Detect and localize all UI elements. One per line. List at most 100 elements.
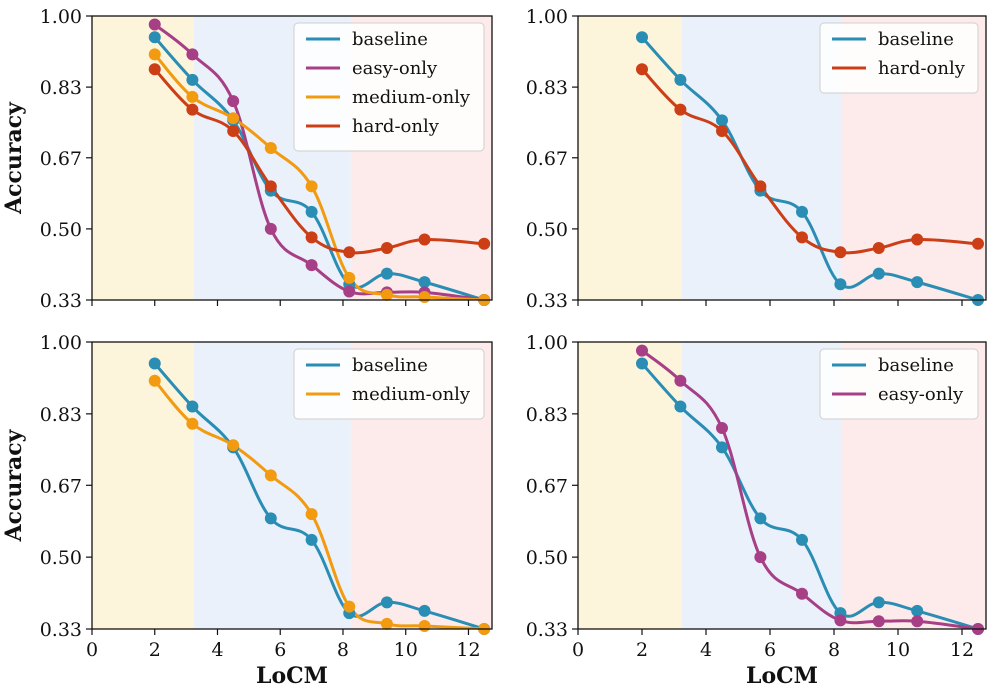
data-point-baseline xyxy=(380,596,393,609)
data-point-baseline xyxy=(872,267,885,280)
y-tick-label: 0.67 xyxy=(526,148,568,170)
data-point-hard-only xyxy=(716,124,728,137)
data-point-medium-only xyxy=(343,271,356,284)
x-tick-label: 0 xyxy=(572,639,584,661)
data-point-hard-only xyxy=(674,103,687,116)
data-point-hard-only xyxy=(872,242,885,255)
data-point-baseline xyxy=(674,400,687,413)
legend-label-hard-only: hard-only xyxy=(352,116,440,137)
data-point-medium-only xyxy=(186,90,199,103)
legend-box xyxy=(293,348,485,420)
data-point-easy-only xyxy=(636,344,648,357)
data-point-baseline xyxy=(911,276,924,289)
panel-bottom-left: 0.33 0.50 0.67 0.83 1.00 0 2 4 6 8 10 12 Accuracy LoC… xyxy=(1,332,493,689)
data-point-easy-only xyxy=(148,18,161,31)
data-point-easy-only xyxy=(872,615,885,628)
legend: baseline hard-only xyxy=(819,22,979,94)
legend-label-easy-only: easy-only xyxy=(878,384,964,405)
y-tick-label: 0.67 xyxy=(40,148,82,170)
data-point-hard-only xyxy=(227,124,240,137)
data-point-baseline xyxy=(796,205,808,218)
panel-top-left: 0.33 0.50 0.67 0.83 1.00 Accuracy baseline easy… xyxy=(1,6,493,312)
y-tick-label: 0.83 xyxy=(40,404,82,426)
x-tick-label: 6 xyxy=(764,639,776,661)
series-line-easy-only xyxy=(640,349,980,629)
y-tick-label: 0.50 xyxy=(526,547,568,569)
legend-label-baseline: baseline xyxy=(878,355,954,376)
data-point-baseline xyxy=(264,512,277,525)
y-tick-label: 0.67 xyxy=(40,475,82,497)
data-point-easy-only xyxy=(227,95,240,108)
x-tick-label: 12 xyxy=(456,639,480,661)
y-tick-label: 0.33 xyxy=(526,619,568,641)
data-point-baseline xyxy=(305,205,318,218)
y-tick-label: 0.83 xyxy=(526,404,568,426)
data-point-hard-only xyxy=(264,180,277,193)
legend-box xyxy=(293,22,485,152)
data-point-medium-only xyxy=(343,600,356,613)
y-tick-label: 0.33 xyxy=(526,290,568,312)
data-point-baseline xyxy=(186,73,199,86)
x-tick-label: 10 xyxy=(394,639,418,661)
data-point-easy-only xyxy=(305,259,318,272)
band-easy xyxy=(92,16,194,300)
data-point-medium-only xyxy=(418,619,431,632)
panel-bottom-right: 0.33 0.50 0.67 0.83 1.00 0 2 4 6 8 10 12 LoCM baselin… xyxy=(526,332,987,689)
data-point-baseline xyxy=(148,357,161,370)
x-axis-title: LoCM xyxy=(256,663,328,689)
data-point-easy-only xyxy=(264,222,277,235)
data-point-baseline xyxy=(716,114,728,127)
data-point-baseline xyxy=(418,604,431,617)
y-tick-label: 0.50 xyxy=(40,219,82,241)
legend: baseline medium-only xyxy=(293,348,485,420)
band-easy xyxy=(578,342,682,629)
data-point-hard-only xyxy=(754,180,767,193)
band-medium xyxy=(682,342,842,629)
x-tick-label: 12 xyxy=(950,639,974,661)
y-tick-label: 0.33 xyxy=(40,290,82,312)
data-point-hard-only xyxy=(636,63,648,76)
data-point-hard-only xyxy=(343,246,356,259)
x-tick-label: 6 xyxy=(274,639,286,661)
x-tick-label: 2 xyxy=(636,639,648,661)
legend-label-hard-only: hard-only xyxy=(878,58,966,79)
legend-label-easy-only: easy-only xyxy=(352,58,438,79)
data-point-medium-only xyxy=(186,417,199,430)
data-point-baseline xyxy=(716,441,728,454)
data-point-baseline xyxy=(418,276,431,289)
x-tick-label: 4 xyxy=(700,639,712,661)
data-point-baseline xyxy=(186,400,199,413)
data-point-baseline xyxy=(148,31,161,44)
y-tick-label: 1.00 xyxy=(526,6,568,28)
y-tick-label: 1.00 xyxy=(40,332,82,354)
data-point-hard-only xyxy=(186,103,199,116)
data-point-medium-only xyxy=(380,617,393,630)
legend-label-baseline: baseline xyxy=(352,355,428,376)
data-point-hard-only xyxy=(911,233,924,246)
data-point-easy-only xyxy=(796,587,808,600)
data-point-easy-only xyxy=(754,551,767,564)
data-point-baseline xyxy=(911,604,924,617)
data-point-medium-only xyxy=(380,288,393,301)
series-line-easy-only xyxy=(153,23,486,300)
x-axis-title: LoCM xyxy=(746,663,818,689)
data-point-medium-only xyxy=(305,508,318,521)
y-tick-label: 0.83 xyxy=(40,77,82,99)
legend-label-medium-only: medium-only xyxy=(352,87,471,108)
legend-label-baseline: baseline xyxy=(352,29,428,50)
data-point-easy-only xyxy=(716,422,728,435)
x-tick-label: 10 xyxy=(886,639,910,661)
data-point-hard-only xyxy=(796,231,808,244)
data-point-medium-only xyxy=(148,48,161,61)
y-tick-label: 0.50 xyxy=(526,219,568,241)
data-point-hard-only xyxy=(418,233,431,246)
data-point-medium-only xyxy=(264,469,277,482)
band-easy xyxy=(578,16,682,300)
data-point-medium-only xyxy=(148,374,161,387)
legend-label-medium-only: medium-only xyxy=(352,384,471,405)
data-point-medium-only xyxy=(227,439,240,452)
data-point-hard-only xyxy=(972,237,984,250)
data-point-baseline xyxy=(754,512,767,525)
x-tick-label: 8 xyxy=(828,639,840,661)
